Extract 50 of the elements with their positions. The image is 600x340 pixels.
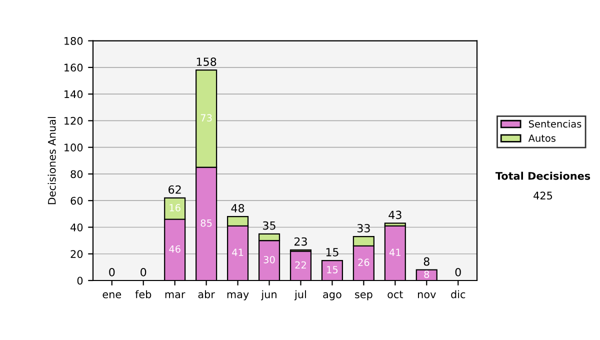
x-tick-label: abr xyxy=(198,290,215,298)
data-label: 41 xyxy=(232,248,244,256)
total-label: 35 xyxy=(263,221,276,230)
x-tick-label: jul xyxy=(294,290,306,300)
x-tick-label: ago xyxy=(323,292,342,300)
data-label: 41 xyxy=(389,248,400,256)
data-label: 85 xyxy=(200,219,212,227)
y-tick-label: 80 xyxy=(70,170,83,178)
data-label: 46 xyxy=(169,245,180,253)
total-label: 0 xyxy=(455,268,461,276)
total-label: 158 xyxy=(196,58,216,66)
total-label: 62 xyxy=(168,185,181,194)
y-axis-title: Decisiones Anual xyxy=(48,117,56,204)
x-tick-label: nov xyxy=(418,292,436,298)
y-tick-label: 120 xyxy=(64,116,83,125)
text: Total Decisiones xyxy=(495,172,590,180)
x-tick-label: sep xyxy=(355,292,372,300)
y-tick-label: 60 xyxy=(70,196,83,205)
x-tick-label: feb xyxy=(135,290,152,298)
data-label: 15 xyxy=(327,266,338,274)
x-tick-label: mar xyxy=(165,292,186,298)
total-label: 0 xyxy=(109,268,115,276)
data-label: 73 xyxy=(200,114,212,122)
y-tick-label: 0 xyxy=(77,276,83,285)
y-tick-label: 180 xyxy=(64,37,83,45)
legend-label: Sentencias xyxy=(528,120,582,128)
legend-label: Autos xyxy=(528,134,556,142)
x-tick-label: jun xyxy=(261,290,276,300)
total-label: 23 xyxy=(294,237,307,246)
x-tick-label: ene xyxy=(102,292,122,298)
text: 425 xyxy=(534,192,552,200)
total-label: 48 xyxy=(231,204,244,212)
x-tick-label: oct xyxy=(388,290,404,298)
total-label: 0 xyxy=(140,268,146,276)
x-tick-label: may xyxy=(227,292,249,300)
data-label: 16 xyxy=(170,204,180,212)
data-label: 8 xyxy=(424,270,430,278)
total-label: 8 xyxy=(424,257,430,266)
total-label: 15 xyxy=(326,248,338,256)
data-label: 26 xyxy=(358,258,370,266)
y-tick-label: 100 xyxy=(64,144,83,152)
total-label: 43 xyxy=(388,210,402,220)
total-label: 33 xyxy=(357,224,370,232)
data-label: 22 xyxy=(295,261,306,269)
y-tick-label: 140 xyxy=(64,90,83,98)
data-label: 30 xyxy=(264,256,275,264)
y-tick-label: 20 xyxy=(70,250,83,258)
x-tick-label: dic xyxy=(451,290,466,298)
y-tick-label: 160 xyxy=(64,64,83,72)
y-tick-label: 40 xyxy=(70,223,83,232)
